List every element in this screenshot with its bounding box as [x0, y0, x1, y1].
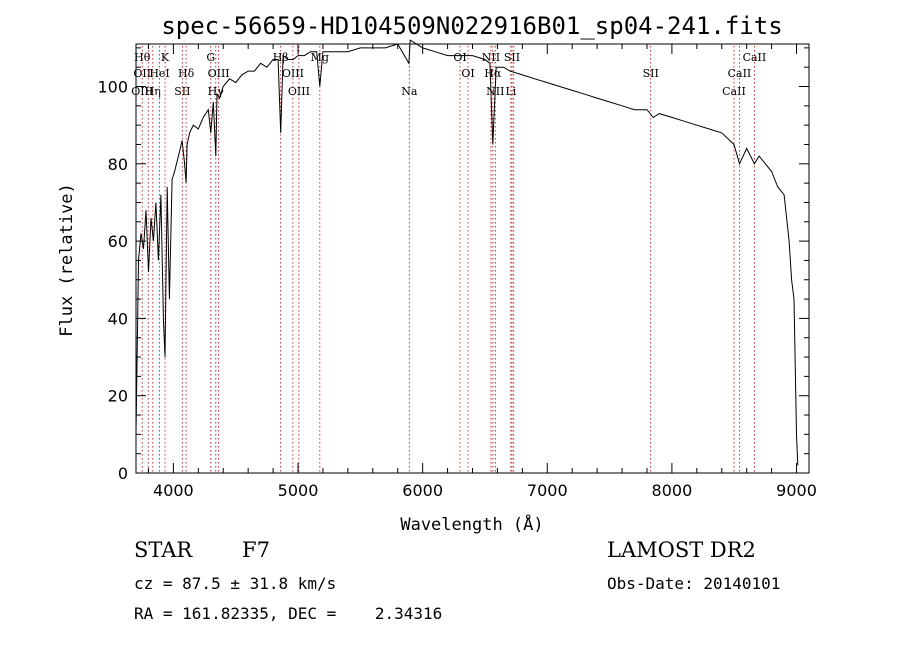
tick-labels: 4000 5000 6000 7000 8000 9000 0 20 40 60 80 100 — [97, 78, 816, 500]
line-marker-label: G — [206, 51, 215, 64]
line-marker-label: Mg — [311, 51, 329, 64]
x-axis-label: Wavelength (Å) — [400, 513, 543, 535]
line-marker-label: Li — [505, 85, 516, 98]
y-tick-label: 60 — [108, 232, 128, 251]
line-marker-label: OII — [133, 67, 151, 80]
y-tick-label: 80 — [108, 155, 128, 174]
line-marker-label: SII — [504, 51, 520, 64]
line-marker-label: Na — [401, 85, 418, 98]
line-marker-label: SII — [643, 67, 659, 80]
line-marker-label: Hβ — [273, 51, 289, 64]
object-subclass: F7 — [242, 538, 270, 562]
line-marker-label: SII — [174, 85, 190, 98]
line-marker-label: OIII — [131, 85, 153, 98]
line-marker-label: Hδ — [178, 67, 195, 80]
y-tick-label: 0 — [118, 464, 128, 483]
line-marker-label: K — [161, 51, 170, 64]
x-tick-label: 8000 — [652, 481, 693, 500]
y-tick-label: 100 — [97, 78, 128, 97]
x-tick-label: 4000 — [153, 481, 194, 500]
line-marker-label: CaII — [728, 67, 752, 80]
line-marker-label: OIII — [282, 67, 304, 80]
line-marker-label: Hα — [484, 67, 502, 80]
plot-frame — [135, 43, 810, 474]
line-marker-label: Hη — [145, 85, 161, 98]
line-marker-label: OIII — [208, 67, 230, 80]
line-marker-label: Hθ — [134, 51, 151, 64]
line-marker-label: OI — [453, 51, 466, 64]
emission-line-markers: HθOIIOIIIHηHeIKSIIHδGHγOIIIHβOIIIOIIIMgN… — [131, 46, 766, 473]
x-tick-label: 5000 — [278, 481, 319, 500]
spectrum-line — [135, 39, 799, 466]
y-tick-label: 20 — [108, 387, 128, 406]
survey-name: LAMOST DR2 — [607, 538, 756, 562]
y-tick-label: 40 — [108, 309, 128, 328]
line-marker-label: HeI — [149, 67, 169, 80]
spectrum-chart: spec-56659-HD104509N022916B01_sp04-241.f… — [57, 12, 817, 535]
line-marker-label: CaII — [743, 51, 767, 64]
redshift-velocity: cz = 87.5 ± 31.8 km/s — [134, 574, 337, 593]
chart-title: spec-56659-HD104509N022916B01_sp04-241.f… — [161, 12, 782, 40]
line-marker-label: NII — [482, 51, 500, 64]
axis-ticks — [136, 44, 809, 474]
object-type: STAR — [134, 538, 193, 562]
observation-date: Obs-Date: 20140101 — [607, 574, 781, 593]
line-marker-label: OIII — [288, 85, 310, 98]
line-marker-label: OI — [461, 67, 474, 80]
x-tick-label: 9000 — [776, 481, 817, 500]
coordinates: RA = 161.82335, DEC = 2.34316 — [134, 604, 443, 623]
line-marker-label: CaII — [722, 85, 746, 98]
x-tick-label: 7000 — [527, 481, 568, 500]
y-axis-label: Flux (relative) — [57, 183, 77, 337]
x-tick-label: 6000 — [402, 481, 443, 500]
